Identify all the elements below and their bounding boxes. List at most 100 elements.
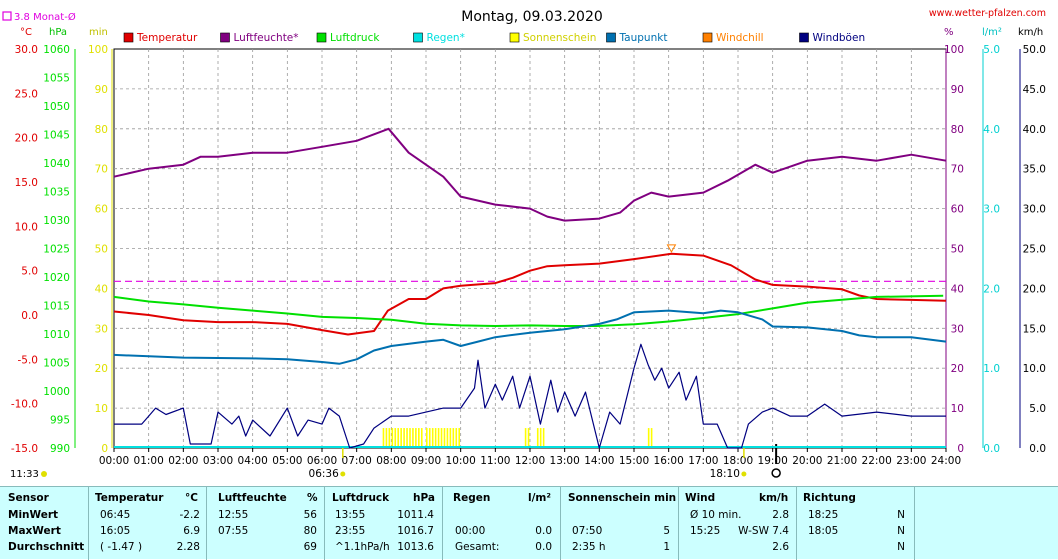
legend-label-0: Temperatur (136, 32, 198, 44)
summary-cell-rain_t: Gesamt: (455, 541, 500, 553)
summary-cell-temp_v: 2.28 (176, 541, 200, 553)
tick-wind: 35.0 (1023, 164, 1046, 176)
marker-label-0: 06:36 (309, 468, 340, 480)
sunshine-bar (443, 428, 446, 448)
summary-cell-dir_v: N (897, 541, 905, 553)
summary-row: Durchschnitt ( -1.47 ) 2.28 69 ^1.1hPa/h 1013… (0, 539, 1058, 555)
summary-header-dir: Richtung (803, 492, 856, 504)
sunshine-bar (391, 428, 394, 448)
x-tick-label: 19:00 (758, 455, 788, 467)
summary-header-rain: Regen (453, 492, 491, 504)
x-tick-label: 24:00 (931, 455, 961, 467)
summary-cell-rain_t: 00:00 (455, 525, 486, 537)
tick-sunshine: 90 (95, 84, 108, 96)
sunshine-bar (426, 428, 428, 448)
tick-pressure: 1035 (43, 187, 70, 199)
tick-sunshine: 10 (95, 403, 108, 415)
tick-temperature: 20.0 (15, 133, 38, 145)
legend-swatch-6 (702, 32, 713, 43)
summary-row: MinWert 06:45 -2.2 12:55 56 13:55 1011.4 Ø 10 m… (0, 507, 1058, 523)
summary-cell-press_t: ^1.1hPa/h (335, 541, 390, 553)
sunshine-bar (406, 428, 408, 448)
summary-cell-label: Durchschnitt (8, 541, 85, 553)
summary-cell-wind_v: W-SW 7.4 (738, 525, 789, 537)
tick-wind: 5.0 (1029, 403, 1046, 415)
sunshine-bar (388, 428, 391, 448)
series-line-4 (114, 343, 946, 449)
sunshine-bar (542, 428, 545, 448)
site-name: www.wetter-pfalzen.com (929, 8, 1046, 19)
x-tick-label: 15:00 (619, 455, 649, 467)
x-tick-label: 21:00 (827, 455, 857, 467)
x-tick-label: 23:00 (896, 455, 926, 467)
summary-header-sun: Sonnenschein min (568, 492, 677, 504)
summary-cell-press_t: 13:55 (335, 509, 366, 521)
tick-wind: 45.0 (1023, 84, 1046, 96)
unit-pressure: hPa (49, 27, 67, 38)
tick-humidity: 40 (951, 283, 964, 295)
sunshine-bar (455, 428, 458, 448)
tick-temperature: 15.0 (15, 177, 38, 189)
summary-header-wind-unit: km/h (759, 492, 789, 504)
legend-swatch-7 (799, 32, 809, 43)
summary-cell-label: MaxWert (8, 525, 61, 537)
x-tick-label: 11:00 (480, 455, 510, 467)
x-tick-label: 04:00 (238, 455, 268, 467)
summary-cell-dir_t: 18:25 (808, 509, 839, 521)
x-tick-label: 16:00 (654, 455, 684, 467)
summary-cell-sun_t: 2:35 h (572, 541, 606, 553)
tick-pressure: 1055 (43, 73, 70, 85)
sunshine-bar (458, 428, 461, 448)
summary-cell-rain_v: 0.0 (535, 525, 552, 537)
x-tick-label: 14:00 (584, 455, 614, 467)
x-tick-label: 02:00 (168, 455, 198, 467)
tick-pressure: 995 (50, 415, 70, 427)
unit-sunshine: min (89, 27, 108, 38)
x-tick-label: 01:00 (134, 455, 164, 467)
x-tick-label: 08:00 (376, 455, 406, 467)
tick-sunshine: 0 (101, 443, 108, 455)
summary-cell-temp_v: 6.9 (183, 525, 200, 537)
legend: Temperatur Luftfeuchte* Luftdruck Regen* Son… (123, 32, 865, 44)
summary-cell-hum_v: 80 (303, 525, 317, 537)
tick-wind: 10.0 (1023, 363, 1046, 375)
summary-header-sensor: Sensor (8, 492, 49, 504)
summary-cell-sun_t: 07:50 (572, 525, 603, 537)
legend-swatch-5 (606, 32, 616, 43)
tick-humidity: 100 (944, 44, 964, 56)
summary-cell-press_t: 23:55 (335, 525, 366, 537)
max-marker (666, 244, 677, 253)
summary-header-rain-unit: l/m² (528, 492, 551, 504)
sunshine-bar (536, 428, 539, 448)
unit-rain: l/m² (982, 27, 1002, 38)
summary-header-temp-unit: °C (185, 492, 198, 504)
summary-cell-temp_v: -2.2 (179, 509, 201, 521)
tick-wind: 30.0 (1023, 204, 1046, 216)
summary-cell-sun_v: 5 (663, 525, 670, 537)
tick-pressure: 1010 (43, 329, 70, 341)
legend-label-4: Sonnenschein (523, 32, 596, 44)
tick-humidity: 10 (951, 403, 964, 415)
legend-swatch-4 (509, 32, 520, 43)
tick-rain: 4.0 (983, 124, 1000, 136)
tick-pressure: 1060 (43, 44, 70, 56)
tick-temperature: 0.0 (21, 310, 38, 322)
tick-pressure: 1020 (43, 272, 70, 284)
tick-wind: 40.0 (1023, 124, 1046, 136)
tick-humidity: 80 (951, 124, 964, 136)
sunshine-bar (440, 428, 443, 448)
tick-pressure: 1050 (43, 101, 70, 113)
sunshine-bar (434, 428, 437, 448)
legend-label-6: Windchill (716, 32, 764, 44)
sunshine-bar (539, 428, 542, 448)
summary-cell-press_v: 1016.7 (397, 525, 434, 537)
sunshine-bar (415, 428, 417, 448)
x-tick-label: 10:00 (446, 455, 476, 467)
series-line-0 (113, 252, 947, 336)
x-tick-label: 09:00 (411, 455, 441, 467)
tick-sunshine: 50 (95, 244, 108, 256)
tick-temperature: -15.0 (11, 443, 38, 455)
sunshine-bar (394, 428, 397, 448)
tick-pressure: 1040 (43, 158, 70, 170)
tick-rain: 1.0 (983, 363, 1000, 375)
